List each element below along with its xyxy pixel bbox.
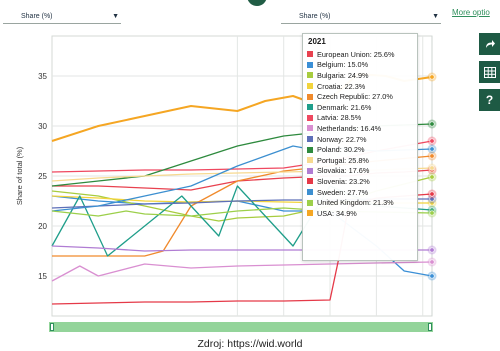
tooltip-entry: Denmark: 21.6%: [317, 102, 372, 112]
tooltip-row: Latvia: 28.5%: [307, 113, 413, 124]
y-tick-label: 35: [38, 72, 47, 81]
legend-swatch: [307, 199, 313, 206]
y-tick-label: 25: [38, 172, 47, 181]
data-point-marker: [429, 247, 435, 253]
legend-swatch: [307, 83, 313, 90]
tooltip-year: 2021: [308, 37, 326, 46]
tooltip-row: Netherlands: 16.4%: [307, 123, 413, 134]
data-point-marker: [429, 153, 435, 159]
legend-swatch: [307, 146, 313, 153]
tooltip-row: Belgium: 15.0%: [307, 60, 413, 71]
legend-swatch: [307, 72, 313, 79]
help-button[interactable]: ?: [479, 89, 500, 111]
data-point-marker: [429, 121, 435, 127]
more-options-link[interactable]: More optio: [452, 8, 490, 17]
tooltip-row: Slovakia: 17.6%: [307, 166, 413, 177]
tooltip-entry: USA: 34.9%: [317, 208, 357, 218]
tooltip-entry: United Kingdom: 21.3%: [317, 198, 394, 208]
data-point-marker: [429, 210, 435, 216]
chevron-down-icon: ▼: [112, 12, 119, 20]
tooltip-row: Poland: 30.2%: [307, 144, 413, 155]
data-point-marker: [429, 196, 435, 202]
tooltip-entry: Belgium: 15.0%: [317, 60, 369, 70]
tooltip-row: European Union: 25.6%: [307, 49, 413, 60]
data-point-marker: [429, 191, 435, 197]
help-icon: ?: [485, 93, 494, 107]
tooltip-entry: Netherlands: 16.4%: [317, 123, 382, 133]
legend-swatch: [307, 157, 313, 164]
legend-swatch: [307, 136, 313, 143]
legend-swatch: [307, 189, 313, 196]
range-handle-right[interactable]: [428, 323, 432, 331]
top-menu-button[interactable]: [247, 0, 267, 6]
tooltip-row: United Kingdom: 21.3%: [307, 197, 413, 208]
tooltip-entry: Slovenia: 23.2%: [317, 176, 370, 186]
tooltip-row: Portugal: 25.8%: [307, 155, 413, 166]
tooltip-entry: Czech Republic: 27.0%: [317, 92, 393, 102]
table-button[interactable]: [479, 61, 500, 83]
share-button[interactable]: [479, 33, 500, 55]
data-point-marker: [429, 146, 435, 152]
indicator-select-right[interactable]: Share (%) ▼: [281, 9, 441, 24]
y-tick-label: 15: [38, 272, 47, 281]
indicator-select-right-label: Share (%): [299, 12, 331, 20]
legend-swatch: [307, 210, 313, 217]
chevron-down-icon: ▼: [432, 12, 439, 20]
legend-swatch: [307, 125, 313, 132]
top-controls: Share (%) ▼ Share (%) ▼ More optio: [0, 0, 500, 30]
share-icon: [485, 40, 495, 48]
chart-tooltip: 2021 European Union: 25.6% Belgium: 15.0%…: [302, 33, 418, 261]
data-point-marker: [429, 165, 435, 171]
tooltip-row: Sweden: 27.7%: [307, 187, 413, 198]
indicator-select-left-label: Share (%): [21, 12, 53, 20]
range-navigator[interactable]: [49, 322, 433, 332]
series-line: [51, 261, 433, 282]
data-point-marker: [429, 273, 435, 279]
source-caption: Zdroj: https://wid.world: [197, 338, 303, 350]
data-point-marker: [429, 259, 435, 265]
tooltip-row: Czech Republic: 27.0%: [307, 91, 413, 102]
legend-swatch: [307, 167, 313, 174]
legend-swatch: [307, 178, 313, 185]
tooltip-entry: Norway: 22.7%: [317, 134, 367, 144]
data-point-marker: [429, 174, 435, 180]
legend-swatch: [307, 93, 313, 100]
tooltip-row: Norway: 22.7%: [307, 134, 413, 145]
tooltip-row: Croatia: 22.3%: [307, 81, 413, 92]
data-point-marker: [429, 74, 435, 80]
y-tick-label: 20: [38, 222, 47, 231]
tooltip-row: Denmark: 21.6%: [307, 102, 413, 113]
tooltip-row: Slovenia: 23.2%: [307, 176, 413, 187]
y-axis-label: Share of total (%): [15, 146, 24, 205]
legend-swatch: [307, 104, 313, 111]
y-tick-label: 30: [38, 122, 47, 131]
tooltip-entry: Slovakia: 17.6%: [317, 166, 370, 176]
table-icon: [483, 66, 496, 78]
data-point-marker: [429, 138, 435, 144]
indicator-select-left[interactable]: Share (%) ▼: [3, 9, 121, 24]
tooltip-entry: European Union: 25.6%: [317, 49, 395, 59]
tooltip-row: Bulgaria: 24.9%: [307, 70, 413, 81]
tooltip-entry: Poland: 30.2%: [317, 145, 365, 155]
range-handle-left[interactable]: [50, 323, 54, 331]
tooltip-row: USA: 34.9%: [307, 208, 413, 219]
tooltip-entry: Latvia: 28.5%: [317, 113, 362, 123]
legend-swatch: [307, 114, 313, 121]
tooltip-entry: Sweden: 27.7%: [317, 187, 369, 197]
tooltip-entry: Bulgaria: 24.9%: [317, 70, 369, 80]
legend-swatch: [307, 51, 313, 58]
legend-swatch: [307, 61, 313, 68]
tooltip-entry: Portugal: 25.8%: [317, 155, 369, 165]
tooltip-entry: Croatia: 22.3%: [317, 81, 366, 91]
